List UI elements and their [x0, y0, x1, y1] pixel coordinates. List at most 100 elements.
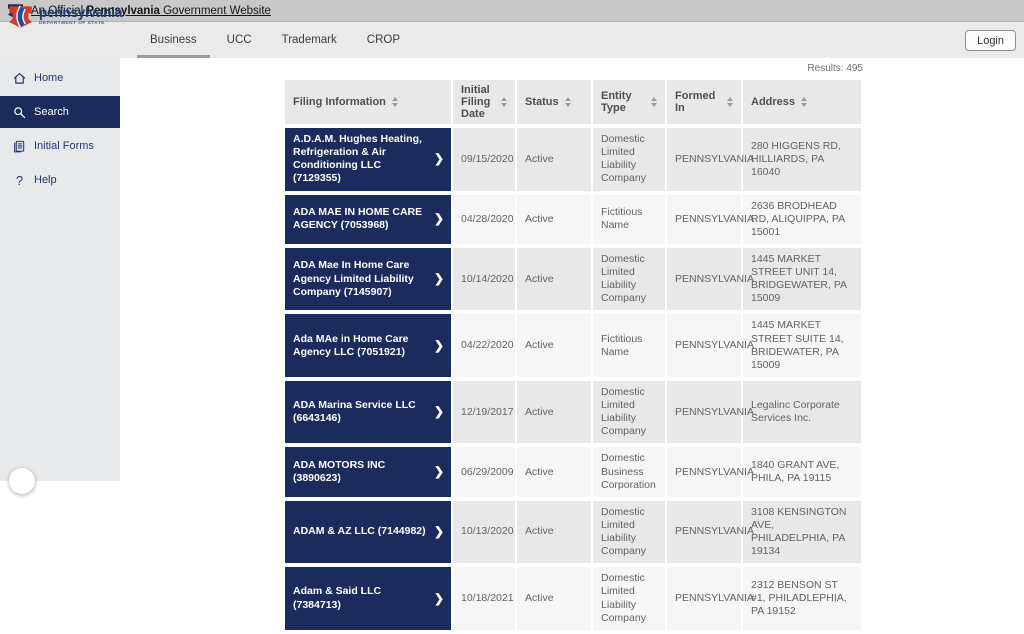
entity-type-cell: Domestic Limited Liability Company: [593, 500, 665, 564]
filing-link[interactable]: ADA Marina Service LLC (6643146) ❯: [285, 380, 451, 444]
address-cell: 1445 MARKET STREET UNIT 14, BRIDGEWATER,…: [743, 247, 861, 311]
results-count: Results: 495: [807, 63, 863, 74]
search-icon: [14, 106, 26, 118]
status-cell: Active: [517, 380, 591, 444]
sidebar-item-label: Initial Forms: [34, 140, 94, 152]
tab-ucc[interactable]: UCC: [226, 34, 252, 46]
sort-icon[interactable]: [391, 97, 398, 107]
main-content: Results: 495 Filing Information Initial …: [120, 58, 1024, 630]
chevron-right-icon: ❯: [433, 151, 444, 166]
table-row: Ada MAe in Home Care Agency LLC (7051921…: [285, 314, 861, 377]
filing-date-cell: 04/22/2020: [453, 314, 515, 377]
formed-in-cell: PENNSYLVANIA: [667, 567, 754, 630]
sidebar-item-search[interactable]: Search: [0, 96, 120, 128]
chevron-right-icon: ❯: [433, 591, 444, 605]
chevron-right-icon: ❯: [433, 524, 444, 539]
address-cell: 1840 GRANT AVE, PHILA, PA 19115: [743, 447, 861, 497]
filing-link[interactable]: Ada MAe in Home Care Agency LLC (7051921…: [285, 314, 451, 377]
header: Business UCC Trademark CROP Login: [0, 22, 1024, 58]
tab-crop[interactable]: CROP: [366, 34, 400, 46]
sort-icon[interactable]: [727, 97, 733, 107]
results-table: Filing Information Initial Filing Date S…: [283, 76, 863, 634]
entity-type-cell: Domestic Limited Liability Company: [593, 247, 665, 311]
sort-icon[interactable]: [564, 97, 571, 107]
status-cell: Active: [517, 247, 591, 311]
formed-in-cell: PENNSYLVANIA: [667, 194, 754, 244]
sidebar-item-label: Home: [34, 72, 64, 84]
official-bar: PA An Official Pennsylvania Government W…: [0, 0, 1024, 22]
department-of-state-logo[interactable]: pennsylvania DEPARTMENT OF STATE: [7, 3, 122, 30]
tab-bar: Business UCC Trademark CROP: [135, 22, 415, 58]
tab-business[interactable]: Business: [135, 22, 212, 58]
filing-link[interactable]: ADA MAE IN HOME CARE AGENCY (7053968) ❯: [285, 194, 451, 244]
sort-icon[interactable]: [801, 97, 808, 107]
sidebar-item-label: Help: [34, 174, 57, 186]
formed-in-cell: PENNSYLVANIA: [667, 314, 754, 377]
entity-type-cell: Domestic Limited Liability Company: [593, 567, 665, 630]
chevron-right-icon: ❯: [433, 404, 444, 419]
address-cell: 1445 MARKET STREET SUITE 14, BRIDEWATER,…: [743, 314, 861, 377]
logo-subtitle: DEPARTMENT OF STATE: [39, 20, 105, 26]
table-row: A.D.A.M. Hughes Heating, Refrigeration &…: [285, 128, 861, 191]
chevron-right-icon: ❯: [433, 338, 444, 353]
filing-link[interactable]: A.D.A.M. Hughes Heating, Refrigeration &…: [285, 128, 451, 191]
sidebar: Home Search Initial Forms ? Help: [0, 58, 120, 481]
table-row: ADAM & AZ LLC (7144982) ❯ 10/13/2020 Acti…: [285, 500, 861, 564]
address-cell: 280 HIGGENS RD, HILLIARDS, PA 16040: [743, 128, 861, 191]
address-cell: 2636 BRODHEAD RD, ALIQUIPPA, PA 15001: [743, 194, 861, 244]
sidebar-item-help[interactable]: ? Help: [0, 164, 120, 196]
chevron-right-icon: ❯: [433, 464, 444, 479]
column-header-status[interactable]: Status: [517, 80, 591, 124]
table-row: ADA Marina Service LLC (6643146) ❯ 12/19/…: [285, 380, 861, 444]
status-cell: Active: [517, 500, 591, 564]
home-icon: [13, 72, 26, 84]
question-mark-icon: ?: [15, 172, 24, 188]
keystone-logo-icon: [9, 5, 32, 28]
filing-date-cell: 12/19/2017: [453, 380, 515, 444]
logo-wordmark: pennsylvania: [39, 5, 123, 21]
document-icon: [14, 140, 25, 152]
filing-date-cell: 06/29/2009: [453, 447, 515, 497]
sidebar-item-home[interactable]: Home: [0, 62, 120, 94]
filing-link[interactable]: ADA Mae In Home Care Agency Limited Liab…: [285, 247, 451, 311]
column-header-entity-type[interactable]: Entity Type: [593, 80, 665, 124]
tab-trademark[interactable]: Trademark: [281, 34, 337, 46]
column-header-address[interactable]: Address: [743, 80, 861, 124]
table-row: Adam & Said LLC (7384713) ❯ 10/18/2021 Ac…: [285, 567, 861, 630]
column-header-formed-in[interactable]: Formed In: [667, 80, 741, 124]
table-row: ADA MOTORS INC (3890623) ❯ 06/29/2009 Act…: [285, 447, 861, 497]
formed-in-cell: PENNSYLVANIA: [667, 500, 754, 564]
column-header-initial-filing-date[interactable]: Initial Filing Date: [453, 80, 515, 124]
address-cell: 2312 BENSON ST #1, PHILADLEPHIA, PA 1915…: [743, 567, 861, 630]
table-row: ADA MAE IN HOME CARE AGENCY (7053968) ❯ 0…: [285, 194, 861, 244]
formed-in-cell: PENNSYLVANIA: [667, 247, 754, 311]
entity-type-cell: Domestic Limited Liability Company: [593, 380, 665, 444]
column-header-filing-information[interactable]: Filing Information: [285, 80, 451, 124]
filing-link[interactable]: ADA MOTORS INC (3890623) ❯: [285, 447, 451, 497]
filing-date-cell: 10/13/2020: [453, 500, 515, 564]
status-cell: Active: [517, 314, 591, 377]
table-header-row: Filing Information Initial Filing Date S…: [285, 80, 861, 124]
entity-type-cell: Domestic Business Corporation: [593, 447, 665, 497]
sort-icon[interactable]: [651, 97, 657, 107]
filing-link[interactable]: Adam & Said LLC (7384713) ❯: [285, 567, 451, 630]
entity-type-cell: Fictitious Name: [593, 194, 665, 244]
entity-type-cell: Domestic Limited Liability Company: [593, 128, 665, 191]
login-button[interactable]: Login: [965, 30, 1016, 51]
filing-date-cell: 10/18/2021: [453, 567, 515, 630]
sidebar-item-label: Search: [34, 106, 69, 118]
floating-widget-button[interactable]: [9, 468, 35, 494]
address-cell: Legalinc Corporate Services Inc.: [743, 380, 861, 444]
status-cell: Active: [517, 567, 591, 630]
address-cell: 3108 KENSINGTON AVE, PHILADELPHIA, PA 19…: [743, 500, 861, 564]
official-website-link[interactable]: An Official Pennsylvania Government Webs…: [31, 4, 271, 17]
status-cell: Active: [517, 194, 591, 244]
status-cell: Active: [517, 447, 591, 497]
sidebar-item-initial-forms[interactable]: Initial Forms: [0, 130, 120, 162]
table-row: ADA Mae In Home Care Agency Limited Liab…: [285, 247, 861, 311]
filing-link[interactable]: ADAM & AZ LLC (7144982) ❯: [285, 500, 451, 564]
formed-in-cell: PENNSYLVANIA: [667, 128, 754, 191]
sort-icon[interactable]: [501, 97, 507, 107]
filing-date-cell: 04/28/2020: [453, 194, 515, 244]
entity-type-cell: Fictitious Name: [593, 314, 665, 377]
